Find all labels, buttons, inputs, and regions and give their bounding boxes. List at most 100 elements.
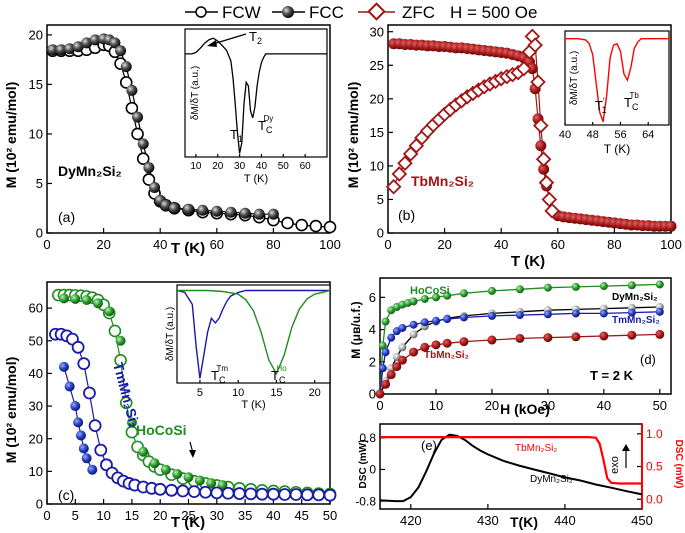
panel-d-xtick-label: 40 <box>597 398 611 413</box>
zfc-b-point <box>530 74 546 90</box>
panel-c-ytick-label: 10 <box>29 464 43 479</box>
tmmn2si2-fcw-point <box>77 357 91 371</box>
mh-tmmn2si2-point <box>431 316 440 325</box>
mh-hocosi-point <box>443 291 452 300</box>
panel-e-xtick-label: 440 <box>554 513 576 528</box>
panel-b-compound: TbMn₂Si₂ <box>411 173 474 189</box>
panel-c-ytick-label: 30 <box>29 399 43 414</box>
legend-zfc-marker <box>367 2 386 21</box>
mh-hocosi-point <box>409 297 418 306</box>
fcc-a-point <box>120 61 132 73</box>
fcc-b-point <box>535 140 547 152</box>
panel-c-xtick-label: 30 <box>210 508 224 523</box>
mh-tbmn2si2-point <box>375 389 385 399</box>
mh-tbmn2si2-point <box>381 379 391 389</box>
top-legend: FCW FCC ZFC H = 500 Oe <box>185 2 537 22</box>
panel-b-ytick-label: 25 <box>370 58 384 73</box>
mh-tbmn2si2-point <box>397 355 407 365</box>
fcw-a-point <box>323 220 337 234</box>
mh-tmmn2si2-point <box>387 333 396 342</box>
mh-tbmn2si2-point <box>420 342 430 352</box>
panel-b-ytick-label: 0 <box>377 226 384 241</box>
hocosi-fcc-point <box>172 468 183 479</box>
hocosi-fcc-point <box>70 293 81 304</box>
panel-d-xtick-label: 30 <box>541 398 555 413</box>
panel-c-xtick-label: 35 <box>238 508 252 523</box>
mh-hocosi-point <box>381 317 390 326</box>
fcc-a-point <box>143 162 155 174</box>
mh-tmmn2si2-point <box>459 313 468 322</box>
panel-c-xtick-label: 25 <box>181 508 195 523</box>
inset-c-xtick-label: 20 <box>309 387 321 399</box>
panel-c-xtick-label: 5 <box>72 508 79 523</box>
t2-arrow-line <box>212 33 247 45</box>
inset-b-frame <box>564 30 670 126</box>
hocosi-fcc-point <box>126 417 137 428</box>
panel-a-ytick-label: 10 <box>29 127 43 142</box>
dsc-tbmn2si2-curve <box>380 436 642 485</box>
fcc-a-point <box>55 44 67 56</box>
fcc-a-point <box>197 204 209 216</box>
fcc-a-point <box>81 37 93 49</box>
panel-a-xtick-label: 0 <box>43 237 50 252</box>
fcc-a-point <box>183 203 194 215</box>
tmmn2si2-fcw-point <box>71 340 85 354</box>
hocosi-fcw-point <box>119 396 133 410</box>
exo-arrow-head <box>622 444 630 451</box>
mh-tbmn2si2-line <box>379 333 660 395</box>
mh-tmmn2si2-point <box>515 311 524 320</box>
panel-e-xtick-label: 430 <box>477 513 499 528</box>
panel-d-ylabel: M (μʙ/u.f.) <box>349 301 363 358</box>
tmmn2si2-d-label: TmMn₂Si₂ <box>612 315 660 326</box>
tmmn2si2-fcw-point <box>88 419 102 433</box>
fcw-a-point <box>309 219 323 233</box>
hocosi-fcc-point <box>58 293 69 304</box>
exo-label: exo <box>609 456 621 474</box>
mh-tbmn2si2-point <box>543 333 553 343</box>
panel-c: M (10² emu/mol) T (K) (c) 0 5 10 15 20 25 30 35… <box>3 281 337 531</box>
panel-e-xlabel: T(K) <box>510 514 538 530</box>
panel-e-right-ytick-label: 0.5 <box>646 460 663 474</box>
mh-tbmn2si2-point <box>627 330 637 340</box>
mh-tmmn2si2-point <box>409 320 418 329</box>
mh-hocosi-point <box>599 282 608 291</box>
zfc-b-point <box>541 191 558 208</box>
panel-c-ytick-label: 40 <box>29 366 43 381</box>
tmmn2si2-fcw-point <box>221 486 235 500</box>
fcc-b-point <box>665 220 677 232</box>
fcc-a-point <box>115 45 127 57</box>
mh-tmmn2si2-point <box>381 348 390 357</box>
inset-a-xtick-label: 20 <box>212 161 224 172</box>
tmmn2si2-fcw-point <box>255 487 269 501</box>
panel-b: M (10² emu/mol) T (K) (b) TbMn₂Si₂ 0 20 40… <box>345 24 682 270</box>
tmmn2si2-fcw-point <box>244 487 258 501</box>
mh-hocosi-point <box>378 341 387 350</box>
panel-b-xtick-label: 60 <box>551 237 565 252</box>
panel-e-label: (e) <box>421 438 437 453</box>
tbmn2si2-d-label: TbMn₂Si₂ <box>424 350 469 361</box>
panel-d-ytick-label: 4 <box>369 322 376 337</box>
fcc-a-point <box>47 44 59 56</box>
mh-hocosi-point <box>655 280 664 289</box>
inset-c-tm-curve <box>176 289 330 379</box>
legend-fcc-marker <box>282 6 294 18</box>
fcc-b-point <box>538 163 550 175</box>
inset-b-xtick-label: 48 <box>587 129 599 141</box>
panel-a-xtick-label: 100 <box>319 237 341 252</box>
t1-label: T1 <box>230 127 243 144</box>
mh-tbmn2si2-point <box>431 340 441 350</box>
fcc-a-point <box>160 199 172 211</box>
hocosi-d-label: HoCoSi <box>410 285 450 297</box>
panel-b-ytick-label: 15 <box>370 125 384 140</box>
panel-c-xlabel: T (K) <box>171 514 205 531</box>
inset-c-ho-curve <box>177 289 331 376</box>
fcc-a-point <box>137 138 149 150</box>
panel-d-label: (d) <box>640 352 656 367</box>
panel-b-xtick-label: 100 <box>660 237 682 252</box>
fcc-a-point <box>149 181 161 193</box>
mh-hocosi-point <box>627 281 636 290</box>
panel-c-xtick-label: 50 <box>323 508 337 523</box>
fcc-a-point <box>253 208 265 220</box>
zfc-b-point <box>538 174 555 191</box>
